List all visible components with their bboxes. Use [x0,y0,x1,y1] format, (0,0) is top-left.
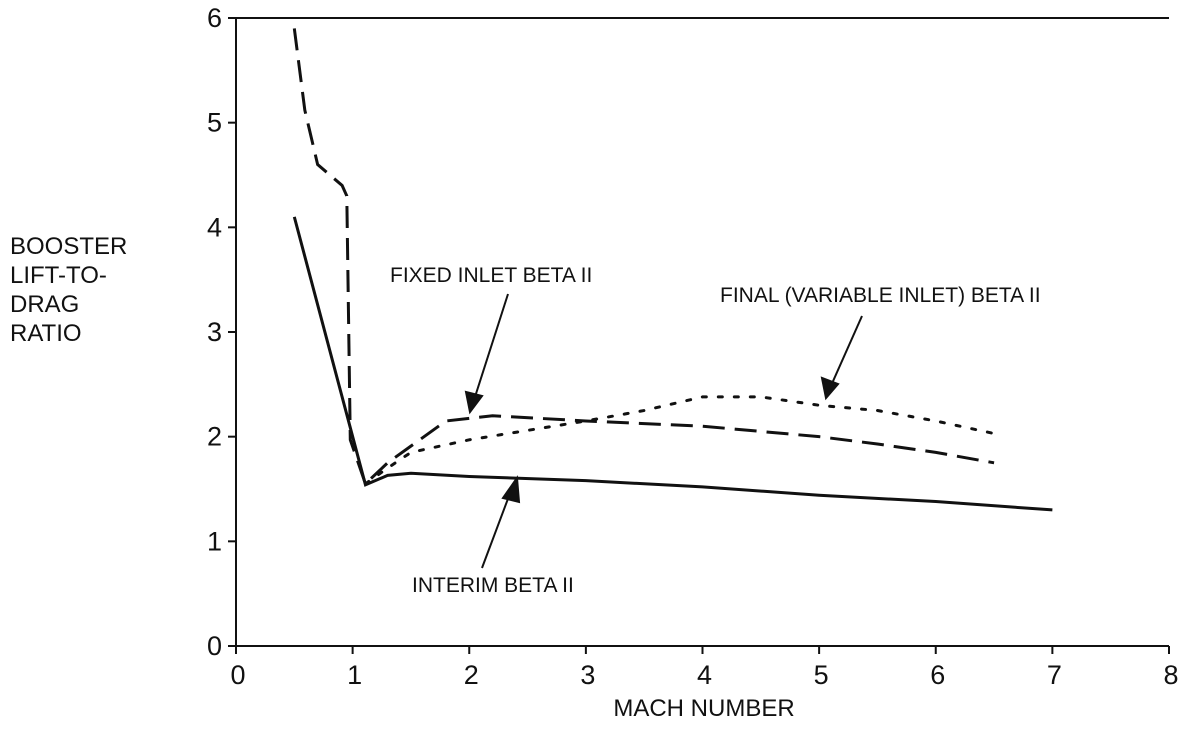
y-axis-label: RATIO [10,320,82,347]
series-line [292,28,995,487]
x-tick-label: 1 [347,660,362,690]
annotation: FINAL (VARIABLE INLET) BETA II [720,284,1041,307]
x-tick-label: 3 [580,660,595,690]
x-tick-label: 0 [230,660,245,690]
series-line [363,395,996,486]
x-tick-label: 4 [697,660,712,690]
arrows [464,293,863,569]
x-tick-label: 7 [1047,660,1062,690]
annotation: FIXED INLET BETA II [390,264,592,287]
arrowhead [464,390,484,415]
y-tick-label: 0 [207,631,222,661]
arrow [829,315,863,389]
series-line [292,216,1053,512]
x-tick-label: 5 [814,660,829,690]
annotation: INTERIM BETA II [412,574,574,597]
y-axis-label: DRAG [10,291,79,318]
y-axis-label: LIFT-TO- [10,262,107,289]
y-tick-label: 6 [207,3,222,33]
y-tick-label: 3 [207,317,222,347]
arrowhead [501,475,521,504]
y-tick-label: 2 [207,422,222,452]
arrowhead [820,376,840,401]
y-axis-label: BOOSTER [10,233,127,260]
x-axis-label: MACH NUMBER [613,695,794,722]
x-tick-label: 2 [464,660,479,690]
y-tick-label: 1 [207,526,222,556]
arrow [481,487,513,569]
y-tick-label: 5 [207,108,222,138]
x-tick-label: 8 [1163,660,1178,690]
y-tick-label: 4 [207,212,222,242]
arrow [473,293,509,401]
x-tick-label: 6 [930,660,945,690]
